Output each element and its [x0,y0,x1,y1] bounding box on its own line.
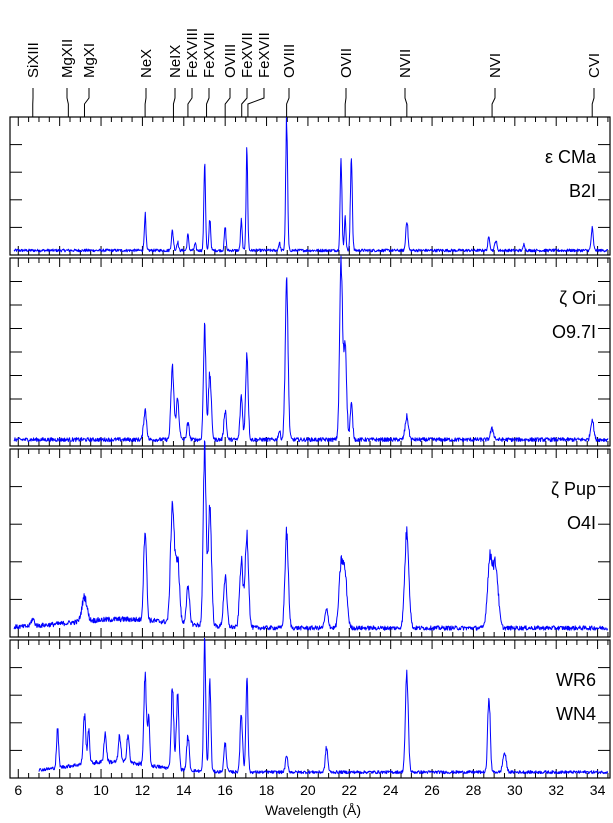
x-tick-label: 34 [590,782,606,798]
line-id-marker [241,88,248,117]
star-name: ζ Pup [551,479,596,499]
panel-frame [9,116,611,256]
spectrum-line [38,637,609,775]
x-tick-label: 22 [342,782,358,798]
spectral-type: O9.7I [552,322,596,342]
x-tick-label: 24 [383,782,399,798]
x-tick-label: 32 [548,782,564,798]
line-id-label: NVII [397,49,414,78]
spectrum-line [13,117,609,253]
panel-frame [9,257,611,447]
line-id-label: NVI [487,53,504,78]
line-id-label: FeXVII [239,32,256,78]
x-tick-label: 20 [300,782,316,798]
x-tick-label: 16 [217,782,233,798]
line-id-marker [491,88,496,117]
spectral-type: O4I [567,513,596,533]
line-id-label: SiXIII [25,42,42,78]
star-name: WR6 [556,670,596,690]
line-id-label: OVIII [281,44,298,78]
x-tick-label: 10 [93,782,109,798]
line-id-marker [404,88,408,117]
panel-frame [9,448,611,638]
x-tick-label: 30 [507,782,523,798]
panel: WR6 WN4 [9,637,611,779]
line-id-label: NeIX [167,45,184,78]
line-id-label: MgXII [59,39,76,78]
x-tick-label: 26 [424,782,440,798]
line-identifications: SiXIII MgXII MgXI NeX NeIX FeXVIII FeXVII OVIII… [25,28,603,117]
line-id-marker [66,88,69,117]
line-id-marker [172,88,176,117]
x-tick-label: 8 [56,782,64,798]
spectra-panels: ε CMa B2I ζ Ori O9.7I ζ Pup O4I WR6 WN4 [9,116,611,779]
panel: ε CMa B2I [9,116,611,256]
line-id-label: FeXVII [201,32,218,78]
x-axis-label: Wavelength (Å) [265,802,361,818]
x-tick-label: 14 [176,782,192,798]
line-id-marker [187,88,193,117]
line-id-marker [591,88,595,117]
x-tick-label: 28 [466,782,482,798]
line-id-label: FeXVIII [184,28,201,78]
panel: ζ Ori O9.7I [9,255,611,447]
spectral-type: B2I [569,181,596,201]
line-id-marker [144,88,147,117]
line-id-marker [206,88,210,117]
x-tick-label: 18 [259,782,275,798]
line-id-label: OVII [338,48,355,78]
panel-frame [9,639,611,779]
panel: ζ Pup O4I [9,440,611,638]
line-id-label: NeX [138,49,155,78]
line-id-marker [344,88,347,117]
x-tick-label: 6 [14,782,22,798]
line-id-label: OVIII [222,44,239,78]
star-name: ε CMa [545,147,597,167]
x-tick-label: 12 [135,782,151,798]
line-id-label: MgXI [81,43,98,78]
star-name: ζ Ori [559,288,596,308]
spectrum-line [13,255,609,443]
spectrum-line [13,440,609,631]
line-id-label: FeXVII [256,32,273,78]
x-axis: 6 8 10 12 14 16 18 20 22 24 26 28 30 32 34 [14,782,605,798]
line-id-marker [83,88,90,117]
line-id-marker [224,88,231,117]
line-id-marker [247,88,265,117]
line-id-label: CVI [586,53,603,78]
spectral-type: WN4 [556,704,596,724]
line-id-marker [286,88,290,117]
